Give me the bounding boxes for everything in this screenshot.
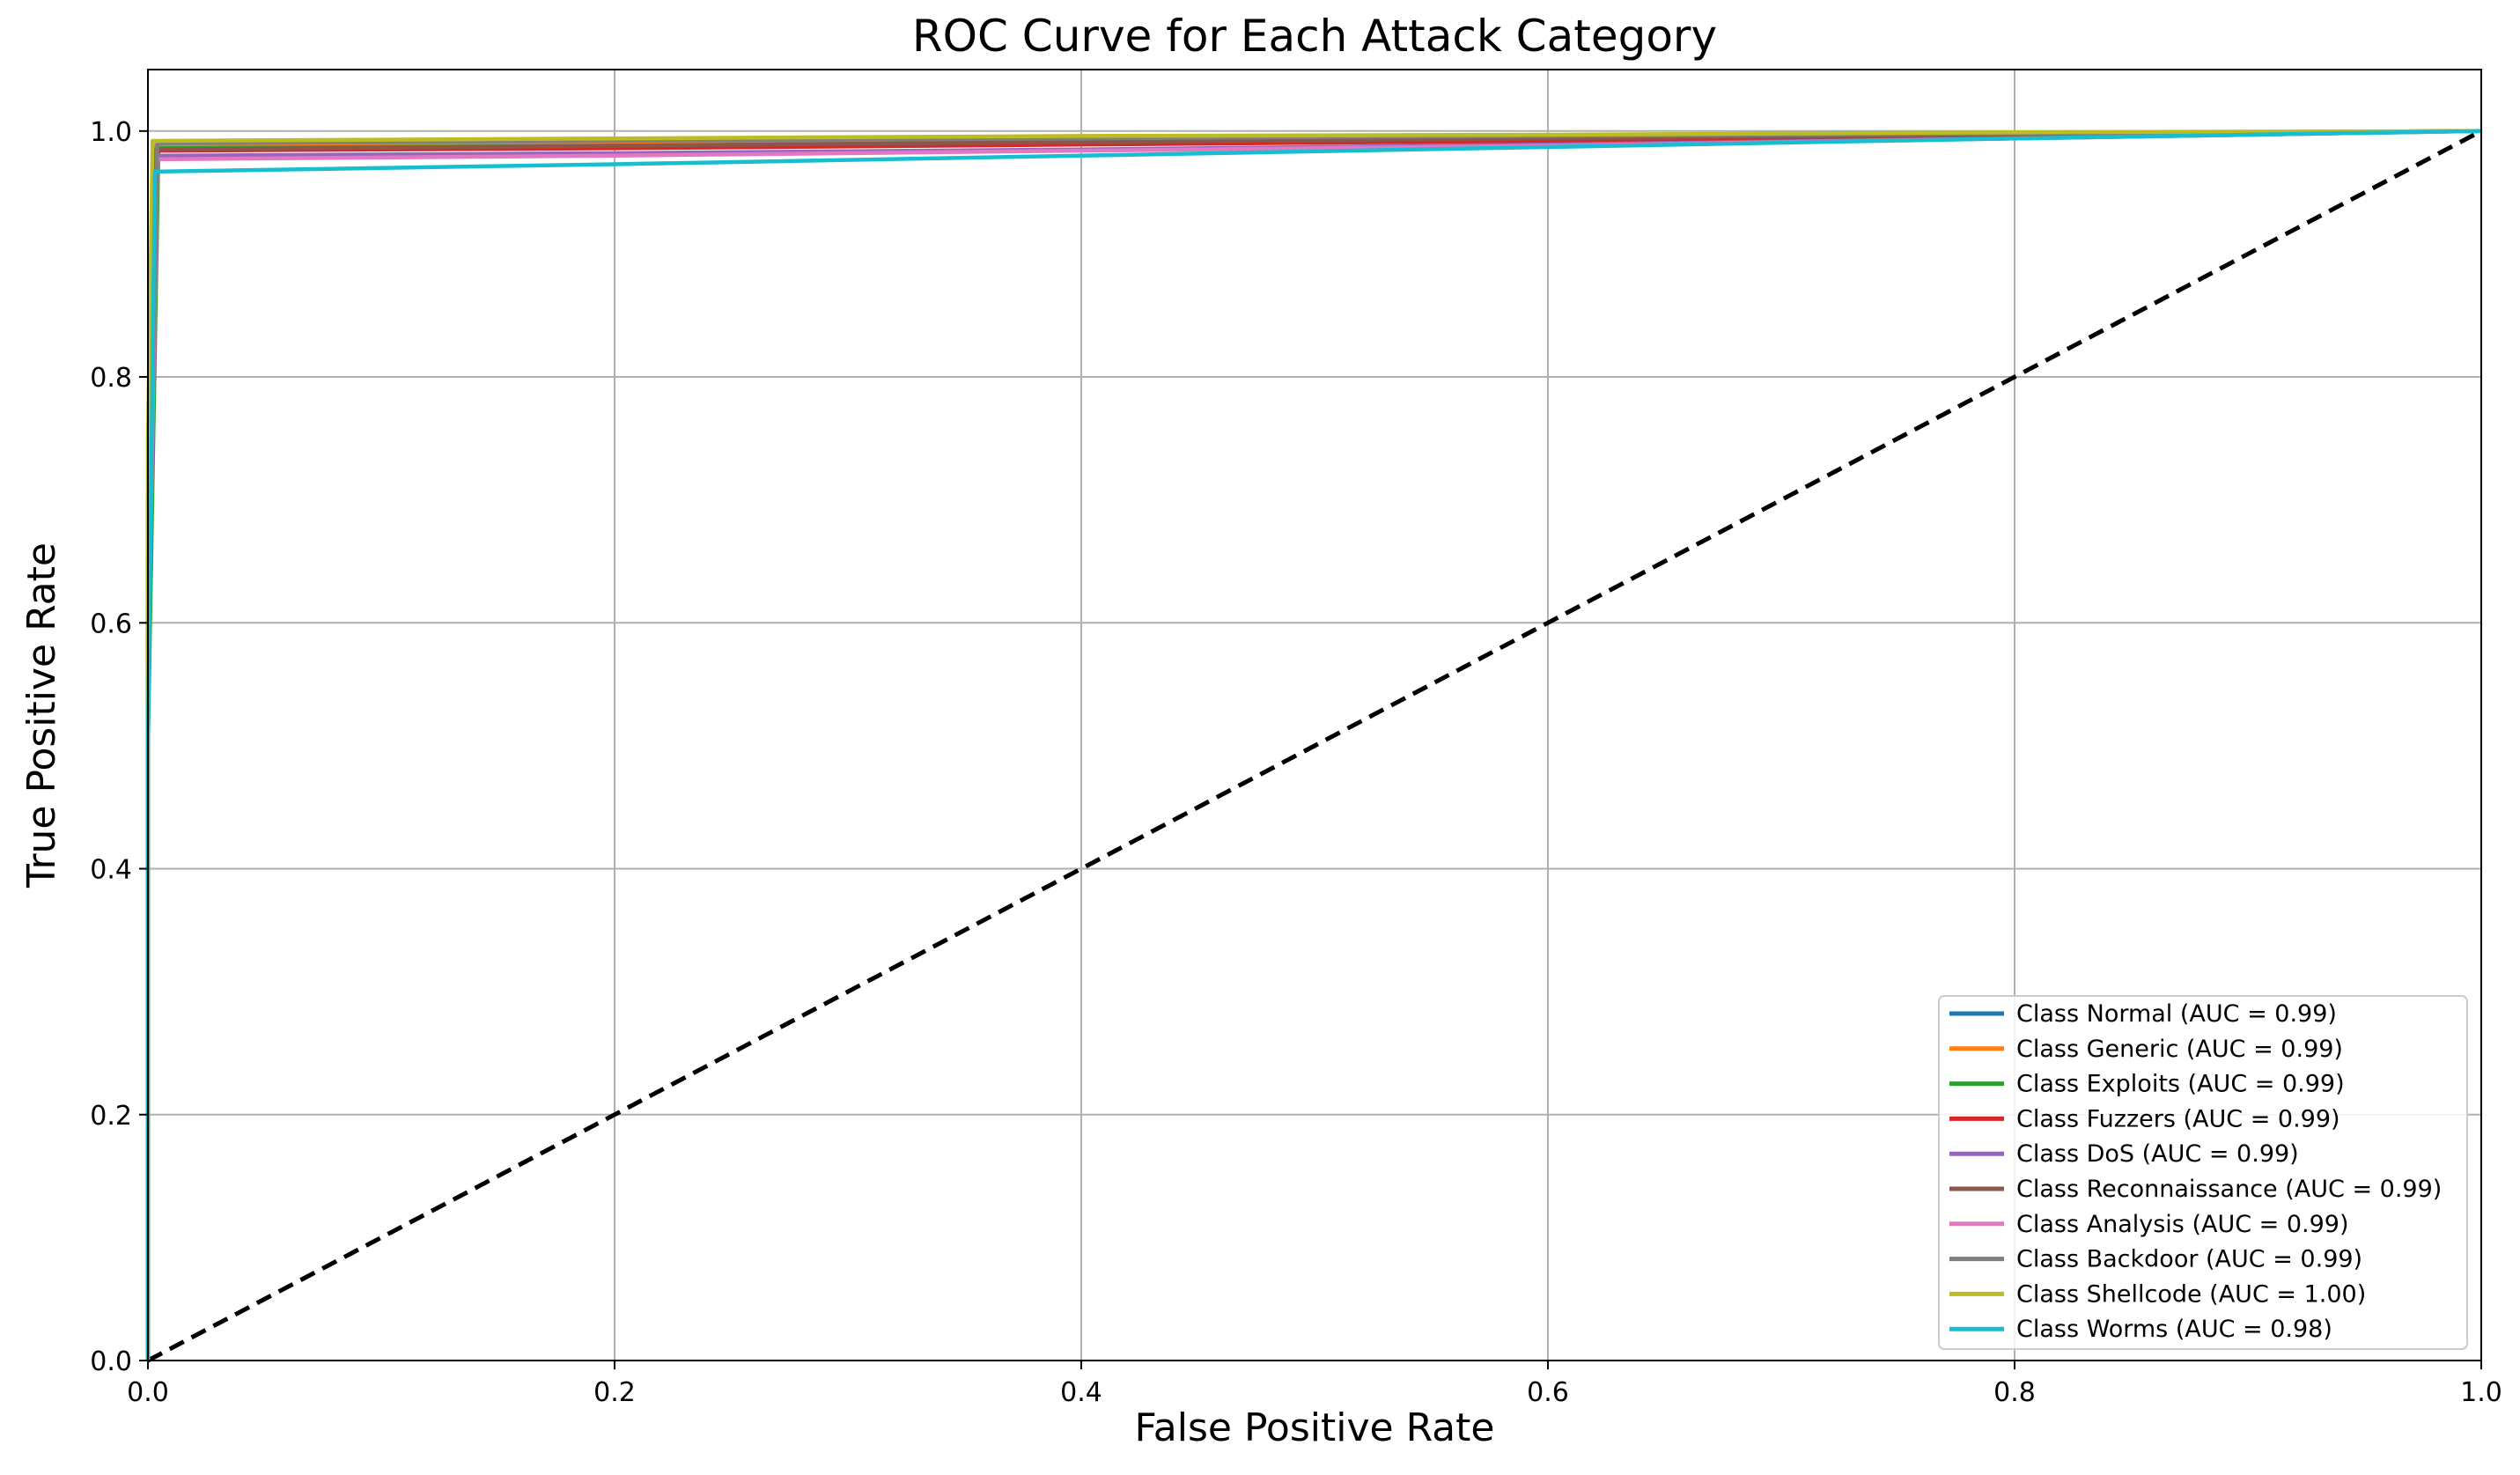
x-tick-label: 0.6 [1527,1377,1569,1408]
axis-ticks: 0.0 0.2 0.4 0.6 0.8 1.0 0.0 0.2 0.4 0.6 0.8 1.0 [90,117,2502,1408]
legend-entry-label: Class Generic (AUC = 0.99) [2016,1036,2343,1063]
legend-entry-label: Class Exploits (AUC = 0.99) [2016,1071,2345,1098]
legend-entry-label: Class Analysis (AUC = 0.99) [2016,1211,2349,1238]
x-tick-label: 0.4 [1060,1377,1102,1408]
chart-title: ROC Curve for Each Attack Category [912,11,1717,62]
reference-layer [146,129,2483,1363]
legend-entry-label: Class Shellcode (AUC = 1.00) [2016,1280,2366,1308]
y-tick-label: 0.4 [90,855,132,886]
legend-entry-label: Class DoS (AUC = 0.99) [2016,1140,2299,1168]
y-tick-label: 0.2 [90,1101,132,1132]
legend-entry-label: Class Normal (AUC = 0.99) [2016,1000,2337,1028]
x-tick-label: 0.8 [1993,1377,2036,1408]
y-axis-label: True Positive Rate [19,542,64,889]
legend-box [1938,995,2468,1350]
y-tick-label: 0.0 [90,1346,132,1377]
legend-entry-label: Class Worms (AUC = 0.98) [2016,1316,2332,1343]
legend-entry-label: Class Reconnaissance (AUC = 0.99) [2016,1176,2442,1203]
legend: Class Normal (AUC = 0.99) Class Generic (… [1938,995,2468,1350]
x-axis-label: False Positive Rate [1135,1405,1495,1450]
legend-entry-label: Class Backdoor (AUC = 0.99) [2016,1246,2362,1273]
x-tick-label: 0.0 [127,1377,169,1408]
series-layer [145,129,2482,1361]
y-tick-label: 0.6 [90,608,132,639]
diagonal-reference-line [146,129,2483,1363]
legend-entry-label: Class Fuzzers (AUC = 0.99) [2016,1105,2340,1132]
y-tick-label: 0.8 [90,363,132,394]
series-line-class-worms [145,129,2482,1361]
x-tick-label: 1.0 [2460,1377,2502,1408]
y-tick-label: 1.0 [90,117,132,148]
plot-frame [147,69,2482,1361]
x-tick-label: 0.2 [593,1377,636,1408]
